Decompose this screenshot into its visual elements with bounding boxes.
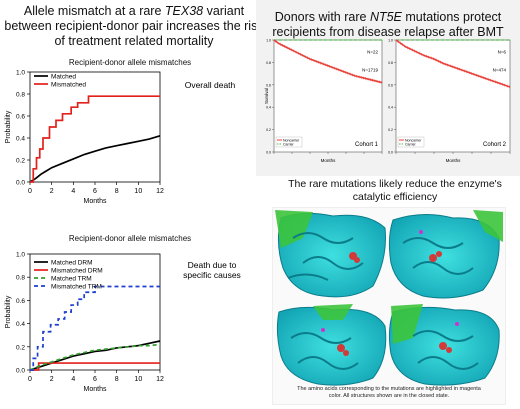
- series-line: [29, 343, 161, 371]
- y-axis-label: Probability: [5, 295, 12, 328]
- km-cohort-label: Cohort 2: [483, 142, 507, 148]
- protein-structures-image: [275, 210, 503, 386]
- cohort1-km-chart: 0.0 0.2 0.4 0.6 0.8 1.0 Survival Months N=22 N=17…: [264, 39, 383, 163]
- km-n-bottom: N=1719: [362, 67, 378, 72]
- x-tick-label: 4: [71, 376, 75, 383]
- km-y-tick-label: 1.0: [266, 39, 271, 43]
- x-tick-label: 6: [93, 376, 97, 383]
- km-legend-label: Noncarrier: [405, 138, 422, 142]
- legend-label: Matched DRM: [51, 260, 93, 267]
- km-y-tick-label: 0.0: [388, 151, 393, 155]
- km-legend-box: [275, 136, 303, 148]
- chart2-title: Recipient-donor allele mismatches: [68, 234, 192, 243]
- km-y-tick-label: 1.0: [388, 39, 393, 43]
- y-tick-label: 1.0: [16, 70, 25, 77]
- cohort2-km-chart: 0.0 0.2 0.4 0.6 0.8 1.0 Months N=6 N=474 Cohort 2…: [388, 39, 511, 163]
- km-series-line: [395, 39, 511, 88]
- x-tick-label: 4: [71, 188, 75, 195]
- structure-1: [275, 210, 386, 298]
- annotation-text: Death due to: [188, 260, 237, 270]
- structure-caption: The amino acids corresponding to the mut…: [297, 386, 481, 399]
- structure-3: [276, 304, 387, 386]
- mid-title: The rare mutations likely reduce the enz…: [288, 178, 502, 203]
- x-tick-label: 10: [134, 376, 142, 383]
- km-y-tick-label: 0.4: [266, 106, 271, 110]
- y-tick-label: 0.4: [16, 321, 25, 328]
- km-cohort-label: Cohort 1: [355, 142, 379, 148]
- y-axis-label: Probability: [5, 110, 12, 143]
- x-tick-label: 2: [50, 188, 54, 195]
- km-y-tick-label: 0.8: [388, 61, 393, 65]
- x-tick-label: 8: [115, 188, 119, 195]
- right-title: Donors with rare NT5E mutations protect …: [272, 10, 504, 39]
- km-x-axis-label: Months: [446, 158, 462, 163]
- structure-4: [388, 304, 500, 386]
- x-tick-label: 8: [115, 376, 119, 383]
- km-y-tick-label: 0.0: [266, 151, 271, 155]
- legend-label: Matched TRM: [51, 276, 92, 283]
- structure-2: [388, 210, 503, 299]
- legend-label: Mismatched DRM: [51, 268, 103, 275]
- km-n-top: N=22: [367, 49, 378, 54]
- y-tick-label: 0.0: [16, 180, 25, 187]
- x-axis-label: Months: [84, 198, 107, 205]
- protein-structures-panel: [272, 207, 506, 405]
- annotation-text: Overall death: [185, 80, 236, 90]
- series-line: [30, 95, 160, 183]
- km-legend-label: Carrier: [283, 142, 295, 146]
- legend-label: Matched: [51, 74, 76, 81]
- km-frame: [395, 39, 511, 153]
- y-tick-label: 0.4: [16, 136, 25, 143]
- y-tick-label: 0.6: [16, 114, 25, 121]
- legend-label: Mismatched: [51, 82, 86, 89]
- km-legend-label: Noncarrier: [283, 138, 300, 142]
- chart1-title: Recipient-donor allele mismatches: [68, 58, 192, 67]
- km-frame: [273, 39, 383, 153]
- km-y-axis-label: Survival: [264, 88, 269, 104]
- y-tick-label: 0.2: [16, 344, 25, 351]
- y-tick-label: 0.0: [16, 368, 25, 375]
- x-tick-label: 0: [28, 376, 32, 383]
- km-legend-box: [397, 136, 425, 148]
- overall-death-chart: 0 2 4 6 8 10 12 0.0 0.2 0.4 0.6 0.8 1.0 Months Probabi…: [5, 70, 236, 206]
- km-y-tick-label: 0.4: [388, 106, 393, 110]
- annotation-text: specific causes: [183, 270, 241, 280]
- y-tick-label: 0.6: [16, 298, 25, 305]
- km-series-line: [273, 39, 383, 84]
- km-y-tick-label: 0.8: [266, 61, 271, 65]
- x-tick-label: 12: [156, 376, 164, 383]
- km-legend-label: Carrier: [405, 142, 417, 146]
- km-x-axis-label: Months: [321, 158, 337, 163]
- km-n-bottom: N=474: [493, 67, 507, 72]
- specific-causes-chart: 0 2 4 6 8 10 12 0.0 0.2 0.4 0.6 0.8 1.0 Months Probabi…: [5, 252, 241, 394]
- x-tick-label: 0: [28, 188, 32, 195]
- km-n-top: N=6: [498, 49, 507, 54]
- y-tick-label: 0.8: [16, 92, 25, 99]
- km-y-tick-label: 0.6: [266, 83, 271, 87]
- km-y-tick-label: 0.2: [388, 128, 393, 132]
- x-tick-label: 10: [134, 188, 142, 195]
- x-tick-label: 2: [50, 376, 54, 383]
- left-title: Allele mismatch at a rare TEX38 variant …: [4, 4, 264, 48]
- x-tick-label: 6: [93, 188, 97, 195]
- x-tick-label: 12: [156, 188, 164, 195]
- series-line: [29, 134, 161, 183]
- series-line: [30, 285, 160, 371]
- x-axis-label: Months: [84, 386, 107, 393]
- km-y-tick-label: 0.6: [388, 83, 393, 87]
- legend-label: Mismatched TRM: [51, 284, 102, 291]
- y-tick-label: 1.0: [16, 252, 25, 259]
- km-y-tick-label: 0.2: [266, 128, 271, 132]
- y-tick-label: 0.2: [16, 158, 25, 165]
- y-tick-label: 0.8: [16, 275, 25, 282]
